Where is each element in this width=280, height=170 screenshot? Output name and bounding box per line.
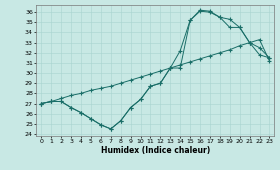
X-axis label: Humidex (Indice chaleur): Humidex (Indice chaleur) [101, 146, 210, 155]
